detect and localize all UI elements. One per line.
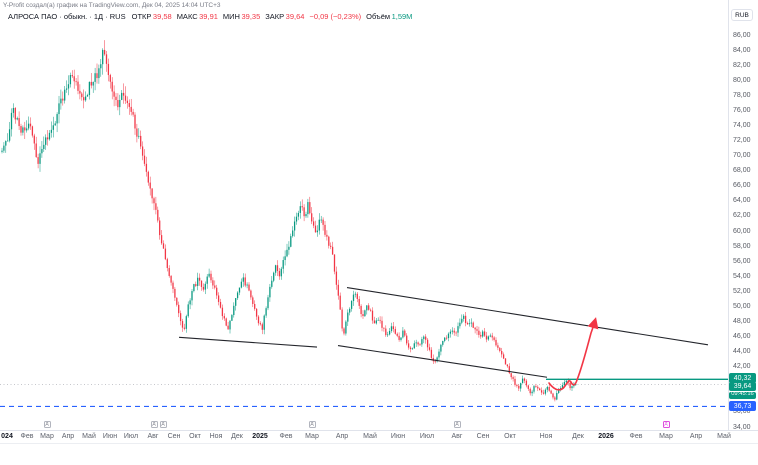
chart-canvas[interactable]	[0, 0, 758, 430]
footer-border	[0, 443, 758, 444]
price-level-label: 40,32	[729, 373, 756, 384]
time-tick-label: Авг	[451, 433, 463, 440]
ohlc-field: Объём 1,59М	[366, 12, 413, 21]
price-tick-label: 62,00	[733, 212, 751, 220]
ohlc-field: МИН 39,35	[222, 12, 261, 21]
price-tick-label: 50,00	[733, 302, 751, 310]
currency-toggle[interactable]: RUB	[731, 9, 753, 21]
price-axis-border	[728, 0, 729, 430]
ohlc-field: МАКС 39,91	[176, 12, 218, 21]
price-tick-label: 64,00	[733, 197, 751, 205]
time-tick-label: Мар	[305, 433, 319, 440]
price-tick-label: 84,00	[733, 46, 751, 54]
time-tick-label: Фев	[629, 433, 643, 440]
ohlc-fields: ОТКР 39,58 МАКС 39,91 МИН 39,35 ЗАКР 39,64 −0,09…	[132, 12, 413, 21]
time-tick-label: Ноя	[539, 433, 553, 440]
time-tick-label: Мар	[659, 433, 673, 440]
price-tick-label: 60,00	[733, 227, 751, 235]
dividend-marker-projected[interactable]: Д	[662, 421, 670, 428]
price-tick-label: 36,00	[733, 408, 751, 416]
time-tick-label: Сен	[476, 433, 490, 440]
trendline-channel-lower	[337, 345, 548, 378]
price-level-label: 36,73	[729, 401, 756, 411]
time-tick-label: Апр	[689, 433, 703, 440]
time-tick-label: Дек	[572, 433, 584, 440]
time-tick-label: Май	[717, 433, 731, 440]
attribution-line: Y-Profit создал(а) график на TradingView…	[3, 2, 221, 9]
trendline-support-2024	[178, 336, 318, 348]
price-tick-label: 66,00	[733, 182, 751, 190]
bar-countdown-label: 09:45:16	[729, 391, 756, 399]
price-tick-label: 42,00	[733, 363, 751, 371]
ohlc-field: ОТКР 39,58	[131, 12, 172, 21]
dividend-marker[interactable]: Д	[43, 421, 51, 428]
time-tick-label: Окт	[504, 433, 516, 440]
price-tick-label: 54,00	[733, 272, 751, 280]
time-tick-label: Апр	[61, 433, 75, 440]
ohlc-field: ЗАКР 39,64	[265, 12, 305, 21]
time-tick-label: 2025	[252, 433, 268, 440]
time-tick-label: Фев	[279, 433, 293, 440]
time-tick-label: Мар	[40, 433, 54, 440]
time-tick-label: Июл	[123, 433, 139, 440]
dividend-marker[interactable]: Д	[453, 421, 461, 428]
time-tick-label: Фев	[20, 433, 34, 440]
price-tick-label: 58,00	[733, 242, 751, 250]
price-tick-label: 76,00	[733, 106, 751, 114]
time-tick-label: Сен	[167, 433, 181, 440]
time-tick-label: 024	[1, 433, 13, 440]
time-tick-label: 2026	[598, 433, 614, 440]
price-tick-label: 48,00	[733, 317, 751, 325]
candlestick-series	[1, 40, 577, 402]
price-tick-label: 70,00	[733, 152, 751, 160]
time-tick-label: Июн	[102, 433, 118, 440]
dividend-marker[interactable]: Д	[150, 421, 158, 428]
time-tick-label: Апр	[335, 433, 349, 440]
time-tick-label: Ноя	[209, 433, 223, 440]
price-tick-label: 78,00	[733, 91, 751, 99]
price-tick-label: 34,00	[733, 423, 751, 431]
time-tick-label: Май	[82, 433, 96, 440]
symbol-ohlc-header: АЛРОСА ПАО · обыкн. · 1Д · RUS ОТКР 39,58…	[8, 12, 412, 21]
dividend-marker[interactable]: Д	[308, 421, 316, 428]
price-tick-label: 74,00	[733, 121, 751, 129]
price-tick-label: 56,00	[733, 257, 751, 265]
price-tick-label: 68,00	[733, 167, 751, 175]
time-tick-label: Май	[363, 433, 377, 440]
time-tick-label: Июн	[390, 433, 406, 440]
time-tick-label: Окт	[189, 433, 201, 440]
price-tick-label: 52,00	[733, 287, 751, 295]
symbol-title: АЛРОСА ПАО · обыкн. · 1Д · RUS	[8, 12, 126, 21]
dividend-marker[interactable]: Д	[159, 421, 167, 428]
price-tick-label: 86,00	[733, 31, 751, 39]
trendline-channel-upper	[346, 286, 709, 346]
ohlc-field: −0,09 (−0,23%)	[309, 12, 362, 21]
time-tick-label: Дек	[231, 433, 243, 440]
price-tick-label: 80,00	[733, 76, 751, 84]
projection-arrow	[548, 317, 599, 391]
price-tick-label: 46,00	[733, 333, 751, 341]
footer-bar: TradingView	[0, 444, 758, 465]
time-tick-label: Авг	[147, 433, 159, 440]
price-tick-label: 44,00	[733, 348, 751, 356]
time-tick-label: Июл	[419, 433, 435, 440]
time-axis-border	[0, 430, 758, 431]
price-tick-label: 82,00	[733, 61, 751, 69]
last-price-label: 39,64	[729, 382, 756, 392]
price-tick-label: 72,00	[733, 137, 751, 145]
